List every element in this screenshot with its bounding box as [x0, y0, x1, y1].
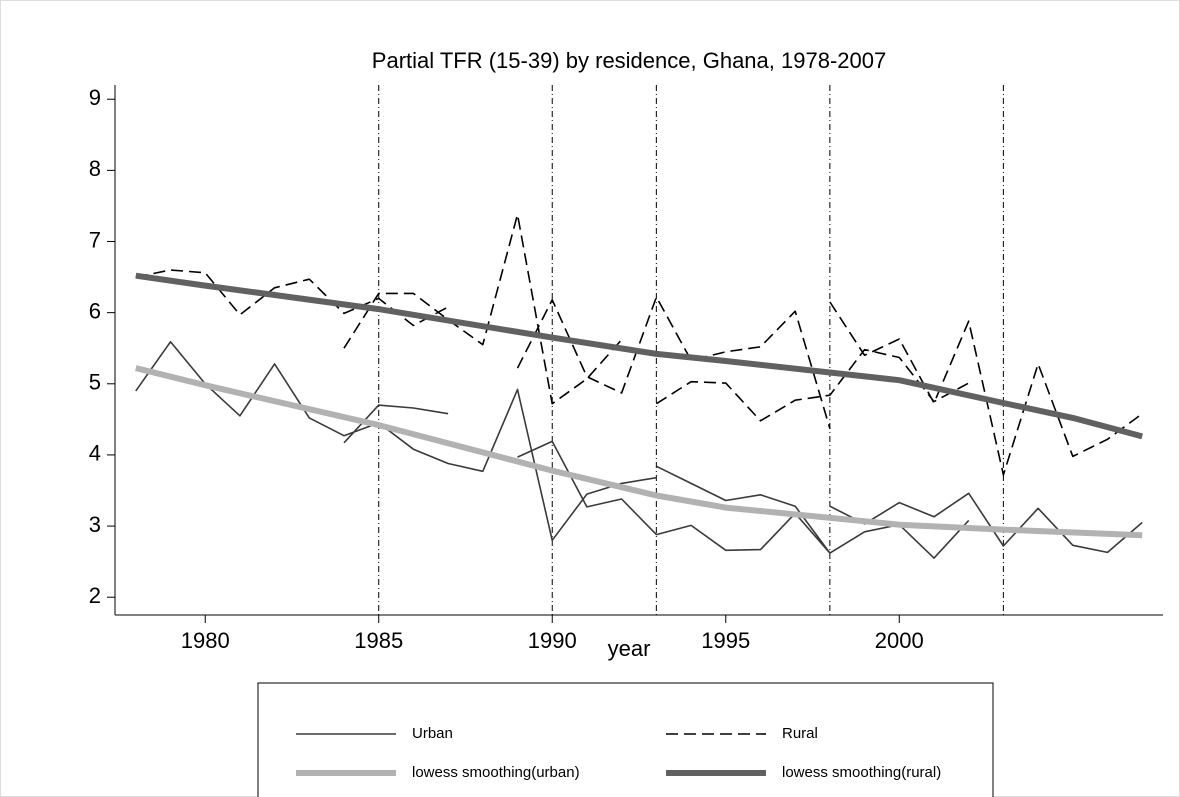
y-tick-label: 6	[89, 298, 101, 323]
y-tick-label: 2	[89, 583, 101, 608]
x-tick-label: 1990	[528, 628, 577, 653]
legend-box	[257, 682, 994, 797]
legend-label: lowess smoothing(rural)	[782, 764, 941, 781]
series-line	[135, 341, 1143, 559]
legend-label: lowess smoothing(urban)	[412, 764, 580, 781]
x-tick-label: 1980	[181, 628, 230, 653]
series-line	[135, 272, 1143, 440]
y-tick-label: 5	[89, 370, 101, 395]
x-axis-label: year	[608, 636, 651, 661]
y-tick-label: 3	[89, 512, 101, 537]
x-tick-label: 2000	[875, 628, 924, 653]
y-tick-label: 4	[89, 441, 101, 466]
legend-label: Urban	[412, 725, 453, 742]
series-line	[135, 365, 1143, 539]
legend-label: Rural	[782, 725, 818, 742]
chart-title: Partial TFR (15-39) by residence, Ghana,…	[372, 48, 886, 73]
series-line	[135, 213, 1143, 476]
y-tick-label: 9	[89, 85, 101, 110]
y-tick-label: 7	[89, 227, 101, 252]
y-tick-label: 8	[89, 156, 101, 181]
x-tick-label: 1985	[354, 628, 403, 653]
x-tick-label: 1995	[701, 628, 750, 653]
